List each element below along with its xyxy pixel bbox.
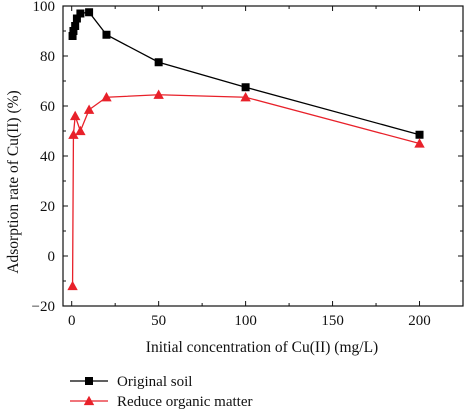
data-point-original-soil [85,8,94,17]
data-point-original-soil [241,83,250,92]
axes: 0 50 100 150 200 −20 0 20 40 60 80 100 [32,0,464,329]
legend: Original soil Reduce organic matter [70,374,253,410]
series-line-original-soil [71,11,420,136]
y-tick-label: −20 [32,299,55,315]
x-tick-label: 50 [151,313,166,329]
data-point-reduce-organic-matter [414,138,425,148]
data-point-original-soil [68,32,77,40]
legend-label-original-soil: Original soil [117,374,192,390]
data-point-reduce-organic-matter [83,104,95,114]
data-point-original-soil [71,22,80,30]
data-point-original-soil [415,130,424,139]
x-tick-label: 100 [234,313,257,329]
data-point-reduce-organic-matter [240,92,251,102]
data-point-reduce-organic-matter [67,280,78,291]
data-point-original-soil [102,30,111,39]
y-tick-label: 20 [40,199,55,215]
x-tick-label: 200 [408,313,431,329]
y-tick-label: 40 [40,149,55,165]
legend-marker-reduce-organic-matter [83,395,95,406]
y-tick-label: 100 [33,0,56,15]
y-tick-label: 80 [40,49,55,65]
data-point-original-soil [72,14,81,23]
y-tick-label: 60 [40,99,55,115]
legend-label-reduce-organic-matter: Reduce organic matter [117,394,253,410]
y-axis-label: Adsorption rate of Cu(II) (%) [5,90,22,273]
data-point-original-soil [69,27,78,35]
data-point-reduce-organic-matter [68,129,79,139]
plot-frame [62,5,464,307]
x-tick-label: 0 [68,313,76,329]
data-point-original-soil [154,58,163,67]
data-point-reduce-organic-matter [69,110,81,121]
data-point-reduce-organic-matter [75,125,86,136]
data-point-reduce-organic-matter [153,89,164,99]
data-point-original-soil [76,9,85,18]
series-line-reduce-organic-matter [71,94,420,287]
x-axis-label: Initial concentration of Cu(II) (mg/L) [146,339,378,356]
plot-area [67,8,425,291]
y-tick-label: 0 [48,249,56,265]
legend-marker-original-soil [85,377,93,385]
x-tick-label: 150 [321,313,344,329]
data-point-reduce-organic-matter [101,92,112,102]
